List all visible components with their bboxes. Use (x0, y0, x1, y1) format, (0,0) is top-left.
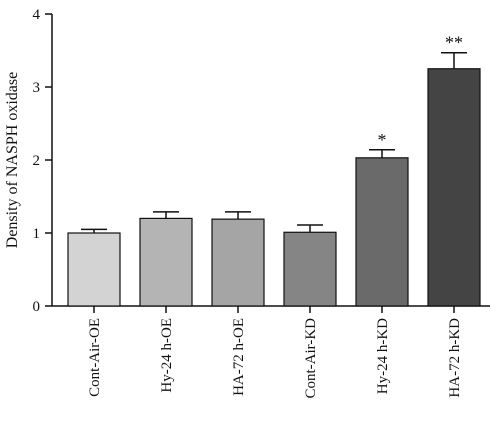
y-tick-label: 2 (33, 153, 41, 169)
x-tick-label: HA-72 h-KD (447, 318, 463, 398)
y-axis-title: Density of NASPH oxidase (4, 72, 21, 248)
x-tick-label: Hy-24 h-OE (159, 318, 175, 393)
y-tick-label: 4 (33, 7, 41, 23)
x-axis: Cont-Air-OE Hy-24 h-OE HA-72 h-OE Cont-Air-… (52, 305, 490, 399)
bar (283, 231, 337, 307)
y-axis: 0 1 2 3 4 (33, 7, 53, 315)
x-tick-label: Cont-Air-OE (87, 318, 103, 397)
y-tick-label: 0 (33, 299, 41, 315)
y-tick-label: 3 (33, 80, 41, 96)
bar (211, 218, 265, 307)
y-tick-label: 1 (33, 226, 41, 242)
x-tick-label: HA-72 h-OE (231, 318, 247, 396)
significance-label: ** (445, 33, 463, 53)
x-tick-label: Cont-Air-KD (303, 318, 319, 399)
significance-label: * (378, 130, 387, 150)
bar (355, 157, 409, 307)
bar (139, 217, 193, 307)
x-tick-label: Hy-24 h-KD (375, 318, 391, 394)
bar (67, 232, 121, 307)
bars: *** (67, 33, 481, 307)
bar (427, 68, 481, 307)
